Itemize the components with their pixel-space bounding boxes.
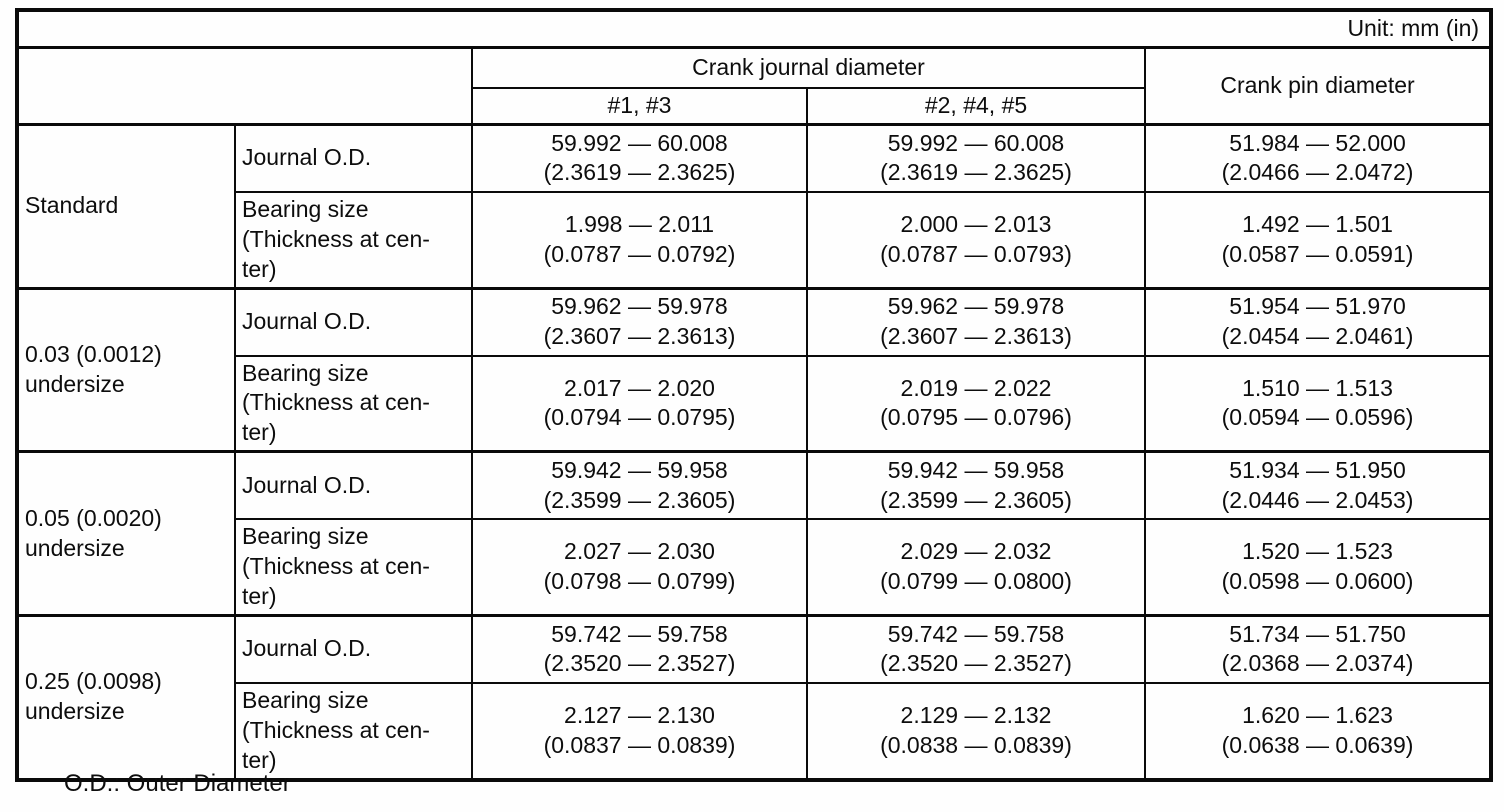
header-blank-cell: [16, 46, 473, 126]
measurement-cell: 59.992 — 60.008 (2.3619 — 2.3625): [806, 122, 1146, 193]
unit-label: Unit: mm (in): [15, 9, 1493, 49]
header-crank-journal-diameter: Crank journal diameter: [471, 46, 1146, 89]
header-journal-1-3: #1, #3: [471, 86, 808, 126]
row-label-bearing-size: Bearing size (Thickness at cen- ter): [234, 681, 473, 781]
measurement-cell: 51.934 — 51.950 (2.0446 — 2.0453): [1143, 450, 1493, 521]
table-row: 0.05 (0.0020) undersize Journal O.D. 59.…: [16, 450, 1493, 617]
measurement-cell: 51.954 — 51.970 (2.0454 — 2.0461): [1143, 286, 1493, 357]
measurement-cell: 2.129 — 2.132 (0.0838 — 0.0839): [806, 681, 1146, 781]
row-label-bearing-size: Bearing size (Thickness at cen- ter): [234, 518, 473, 617]
row-label-003-undersize: 0.03 (0.0012) undersize: [16, 286, 236, 453]
measurement-cell: 1.998 — 2.011 (0.0787 — 0.0792): [471, 190, 808, 290]
table-row: Bearing size (Thickness at cen- ter) 2.0…: [17, 354, 1493, 453]
measurement-cell: 2.029 — 2.032 (0.0799 — 0.0800): [806, 518, 1146, 617]
table-row: Bearing size (Thickness at cen- ter) 2.1…: [17, 681, 1493, 781]
measurement-cell: 2.019 — 2.022 (0.0795 — 0.0796): [806, 354, 1146, 453]
row-label-journal-od: Journal O.D.: [234, 450, 473, 521]
row-label-journal-od: Journal O.D.: [234, 613, 473, 684]
measurement-cell: 59.942 — 59.958 (2.3599 — 2.3605): [806, 450, 1146, 521]
table-row: Bearing size (Thickness at cen- ter) 2.0…: [17, 518, 1493, 617]
measurement-cell: 2.127 — 2.130 (0.0837 — 0.0839): [471, 681, 808, 781]
unit-row: Unit: mm (in): [15, 9, 1493, 49]
measurement-cell: 1.510 — 1.513 (0.0594 — 0.0596): [1143, 354, 1493, 453]
row-label-standard: Standard: [16, 122, 236, 290]
measurement-cell: 2.017 — 2.020 (0.0794 — 0.0795): [471, 354, 808, 453]
measurement-cell: 59.742 — 59.758 (2.3520 — 2.3527): [806, 613, 1146, 684]
measurement-cell: 59.962 — 59.978 (2.3607 — 2.3613): [471, 286, 808, 357]
row-label-bearing-size: Bearing size (Thickness at cen- ter): [234, 190, 473, 290]
row-label-bearing-size: Bearing size (Thickness at cen- ter): [234, 354, 473, 453]
table-row: 0.03 (0.0012) undersize Journal O.D. 59.…: [16, 286, 1493, 453]
measurement-cell: 59.992 — 60.008 (2.3619 — 2.3625): [471, 122, 808, 193]
row-label-005-undersize: 0.05 (0.0020) undersize: [16, 450, 236, 617]
header-row-2: #1, #3 #2, #4, #5: [17, 86, 1491, 126]
od-footnote: O.D.: Outer Diameter: [64, 770, 291, 797]
measurement-cell: 2.027 — 2.030 (0.0798 — 0.0799): [471, 518, 808, 617]
header-row-1: Crank journal diameter Crank pin diamete…: [16, 46, 1493, 126]
crankshaft-spec-table: Unit: mm (in) Crank journal diameter Cra…: [15, 8, 1494, 782]
measurement-cell: 1.492 — 1.501 (0.0587 — 0.0591): [1143, 190, 1493, 290]
measurement-cell: 2.000 — 2.013 (0.0787 — 0.0793): [806, 190, 1146, 290]
measurement-cell: 1.620 — 1.623 (0.0638 — 0.0639): [1143, 681, 1493, 781]
measurement-cell: 59.742 — 59.758 (2.3520 — 2.3527): [471, 613, 808, 684]
measurement-cell: 51.734 — 51.750 (2.0368 — 2.0374): [1143, 613, 1493, 684]
row-label-journal-od: Journal O.D.: [234, 286, 473, 357]
header-crank-pin-diameter: Crank pin diameter: [1143, 46, 1493, 126]
measurement-cell: 1.520 — 1.523 (0.0598 — 0.0600): [1143, 518, 1493, 617]
header-journal-2-4-5: #2, #4, #5: [806, 86, 1146, 126]
table-row: Bearing size (Thickness at cen- ter) 1.9…: [17, 190, 1493, 290]
measurement-cell: 59.962 — 59.978 (2.3607 — 2.3613): [806, 286, 1146, 357]
table-row: Standard Journal O.D. 59.992 — 60.008 (2…: [16, 122, 1493, 290]
table-row: 0.25 (0.0098) undersize Journal O.D. 59.…: [16, 613, 1493, 781]
row-label-025-undersize: 0.25 (0.0098) undersize: [16, 613, 236, 781]
measurement-cell: 59.942 — 59.958 (2.3599 — 2.3605): [471, 450, 808, 521]
row-label-journal-od: Journal O.D.: [234, 122, 473, 193]
measurement-cell: 51.984 — 52.000 (2.0466 — 2.0472): [1143, 122, 1493, 193]
